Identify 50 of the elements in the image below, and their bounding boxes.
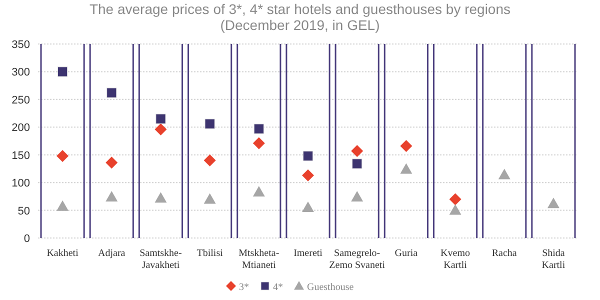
x-tick-label: Adjara [98, 248, 126, 259]
point [204, 118, 215, 129]
point [204, 154, 216, 166]
point [449, 204, 462, 215]
y-tick-label: 300 [12, 66, 30, 79]
x-tick-label: Samegrelo- Zemo Svaneti [329, 248, 386, 271]
point [56, 200, 69, 211]
point [400, 140, 412, 152]
point [204, 193, 216, 204]
x-tick-label: Samtskhe- Javakheti [140, 248, 182, 271]
y-tick-label: 350 [12, 39, 30, 51]
point [154, 192, 167, 203]
legend-label: 3* [239, 282, 249, 293]
point [254, 124, 264, 134]
y-tick-label: 50 [18, 205, 30, 218]
point [106, 190, 118, 202]
point [449, 193, 462, 206]
point [351, 144, 364, 157]
y-tick-label: 250 [12, 94, 30, 106]
point [547, 198, 560, 208]
y-tick-label: 0 [24, 233, 30, 245]
point [252, 186, 265, 196]
point [57, 66, 68, 77]
point [252, 137, 265, 150]
point [351, 190, 364, 202]
point [302, 150, 314, 162]
x-tick-label: Kakheti [46, 248, 79, 259]
point [106, 156, 118, 169]
x-tick-label: Racha [492, 248, 518, 259]
legend-label: 4* [273, 282, 283, 293]
legend-label: Guesthouse [307, 282, 354, 293]
x-tick-label: Kvemo Kartli [440, 248, 470, 271]
point [56, 150, 69, 162]
x-tick-label: Shida Kartli [542, 248, 566, 271]
x-tick-label: Imereti [294, 248, 323, 259]
y-tick-label: 200 [12, 122, 30, 134]
point [154, 123, 167, 136]
point [302, 169, 314, 182]
y-tick-label: 150 [12, 150, 30, 162]
chart-title: The average prices of 3*, 4* star hotels and guesthouses by regions (December 2019, in GEL) [89, 1, 511, 33]
x-tick-label: Guria [394, 248, 418, 259]
point [352, 158, 362, 169]
point [498, 168, 510, 180]
point [400, 163, 412, 174]
point [156, 114, 166, 124]
x-tick-label: Mtskheta- Mtianeti [238, 248, 280, 271]
x-tick-label: Tbilisi [196, 248, 224, 259]
y-tick-label: 100 [12, 178, 30, 190]
point [302, 202, 314, 212]
point [106, 88, 117, 98]
